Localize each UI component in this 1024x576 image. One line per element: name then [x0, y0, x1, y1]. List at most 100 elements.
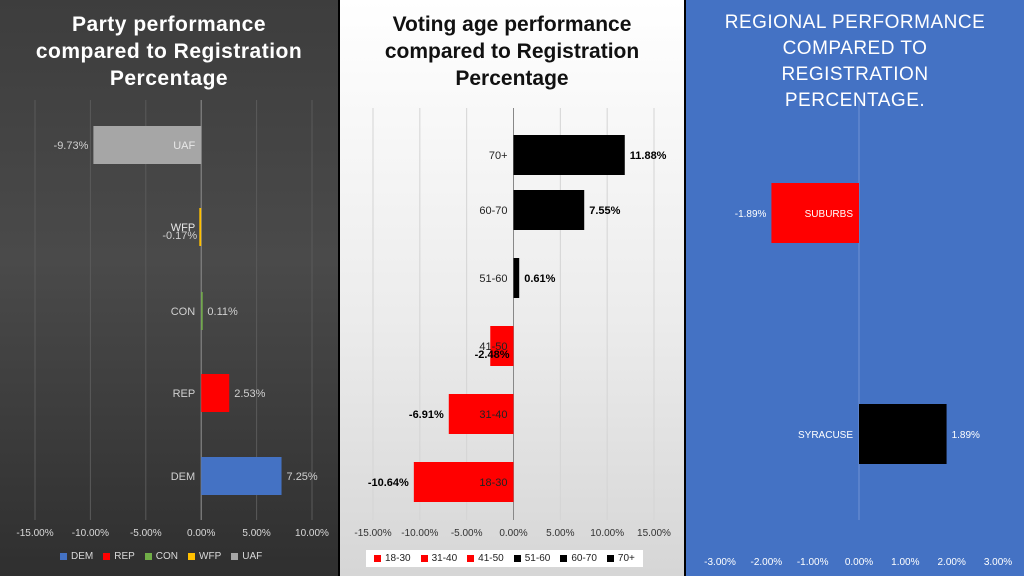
x-tick-label-10-00: -10.00% — [401, 528, 438, 539]
value-label-70: 11.88% — [630, 150, 667, 162]
legend-label: UAF — [242, 551, 263, 562]
legend-swatch — [467, 555, 475, 562]
x-tick-label-0-00: 0.00% — [187, 528, 215, 539]
value-label-31-40: -6.91% — [409, 409, 444, 421]
value-label-suburbs: -1.89% — [735, 209, 767, 220]
bar-rep — [201, 374, 230, 412]
legend-item-41-50: 41-50 — [467, 553, 504, 564]
legend-swatch — [374, 555, 381, 562]
party-performance-panel: Party performance compared to Registrati… — [0, 0, 338, 576]
voting-age-panel: Voting age performance compared to Regis… — [340, 0, 684, 576]
category-label-syracuse: SYRACUSE — [798, 430, 853, 441]
x-tick-label-10-00: 10.00% — [590, 528, 624, 539]
x-tick-label-2-00: -2.00% — [750, 557, 782, 568]
party-chart-legend: DEM REP CON WFP UAF — [60, 551, 262, 562]
bar-60-70 — [513, 190, 585, 230]
bar-18-30 — [413, 462, 514, 502]
x-tick-label-1-00: -1.00% — [797, 557, 829, 568]
category-label-rep: REP — [173, 388, 196, 400]
bar-70 — [513, 135, 625, 175]
value-label-18-30: -10.64% — [368, 477, 409, 489]
bar-31-40 — [448, 394, 514, 434]
bar-51-60 — [513, 258, 520, 298]
regional-chart-title: REGIONAL PERFORMANCE COMPARED TO REGISTR… — [724, 12, 986, 111]
legend-item-dem: DEM — [60, 551, 93, 562]
x-tick-label-5-00: -5.00% — [451, 528, 483, 539]
legend-swatch — [560, 555, 568, 562]
legend-label: 41-50 — [478, 553, 504, 564]
legend-swatch — [103, 553, 111, 560]
x-tick-label-0-00: 0.00% — [499, 528, 527, 539]
legend-label: 70+ — [617, 553, 635, 564]
category-label-51-60: 51-60 — [479, 273, 507, 285]
legend-label: REP — [114, 551, 135, 562]
x-tick-label-15-00: 15.00% — [637, 528, 671, 539]
category-label-suburbs: SUBURBS — [805, 209, 854, 220]
legend-item-70: 70+ — [606, 553, 635, 564]
legend-item-uaf: UAF — [231, 551, 262, 562]
legend-swatch — [513, 555, 521, 562]
age-chart-title: Voting age performance compared to Regis… — [384, 13, 640, 90]
category-label-uaf: UAF — [173, 140, 195, 152]
value-label-rep: 2.53% — [234, 388, 265, 400]
x-tick-label-3-00: -3.00% — [704, 557, 736, 568]
category-label-con: CON — [171, 306, 196, 318]
bar-suburbs — [771, 183, 859, 243]
legend-swatch — [420, 555, 428, 562]
x-tick-label-15-00: -15.00% — [16, 528, 53, 539]
bar-dem — [201, 457, 282, 495]
value-label-41-50: -2.48% — [475, 349, 510, 361]
legend-item-51-60: 51-60 — [513, 553, 551, 564]
age-chart-legend: 18-30 31-40 41-50 51-60 60-70 70+ — [366, 550, 643, 567]
legend-swatch — [60, 553, 67, 560]
legend-swatch — [231, 553, 239, 560]
party-chart-title: Party performance compared to Registrati… — [35, 13, 303, 90]
category-label-70: 70+ — [489, 150, 508, 162]
panel-divider — [684, 0, 686, 576]
legend-label: 18-30 — [385, 553, 411, 564]
value-label-51-60: 0.61% — [524, 273, 555, 285]
value-label-syracuse: 1.89% — [952, 430, 980, 441]
x-tick-label-5-00: 5.00% — [242, 528, 270, 539]
bar-wfp — [199, 208, 202, 246]
party-chart-plot: -15.00% -10.00% -5.00% 0.00% 5.00% 10.00% UAF -… — [16, 100, 329, 539]
x-tick-label-3-00: 3.00% — [984, 557, 1012, 568]
value-label-60-70: 7.55% — [589, 205, 620, 217]
bar-uaf — [93, 126, 202, 164]
legend-label: 51-60 — [524, 553, 551, 564]
value-label-uaf: -9.73% — [54, 140, 89, 152]
legend-swatch — [144, 553, 152, 560]
legend-label: 31-40 — [431, 553, 458, 564]
x-tick-label-5-00: 5.00% — [546, 528, 574, 539]
legend-item-31-40: 31-40 — [420, 553, 458, 564]
x-tick-label-0-00: 0.00% — [845, 557, 873, 568]
legend-item-rep: REP — [103, 551, 135, 562]
legend-label: 60-70 — [571, 553, 597, 564]
regional-performance-panel: REGIONAL PERFORMANCE COMPARED TO REGISTR… — [686, 0, 1024, 576]
legend-label: WFP — [199, 551, 222, 562]
category-label-18-30: 18-30 — [479, 477, 507, 489]
category-label-60-70: 60-70 — [479, 205, 507, 217]
legend-label: CON — [155, 551, 179, 562]
x-tick-label-15-00: -15.00% — [354, 528, 391, 539]
legend-item-60-70: 60-70 — [560, 553, 597, 564]
value-label-con: 0.11% — [207, 306, 238, 318]
category-label-41-50: 41-50 — [479, 341, 507, 353]
legend-label: DEM — [71, 551, 94, 562]
x-tick-label-2-00: 2.00% — [937, 557, 965, 568]
legend-item-wfp: WFP — [188, 551, 221, 562]
age-chart-plot: -15.00% -10.00% -5.00% 0.00% 5.00% 10.00% 15.0… — [354, 108, 671, 539]
category-label-31-40: 31-40 — [479, 409, 507, 421]
x-tick-label-10-00: 10.00% — [295, 528, 329, 539]
bar-con — [201, 292, 203, 330]
bar-syracuse — [859, 404, 947, 464]
x-tick-label-1-00: 1.00% — [891, 557, 919, 568]
bar-41-50 — [490, 326, 514, 366]
legend-item-con: CON — [144, 551, 179, 562]
value-label-dem: 7.25% — [287, 471, 318, 483]
regional-chart-plot: -3.00% -2.00% -1.00% 0.00% 1.00% 2.00% 3.00% SU… — [704, 100, 1012, 568]
legend-item-18-30: 18-30 — [374, 553, 411, 564]
legend-swatch — [188, 553, 196, 560]
category-label-dem: DEM — [171, 471, 195, 483]
